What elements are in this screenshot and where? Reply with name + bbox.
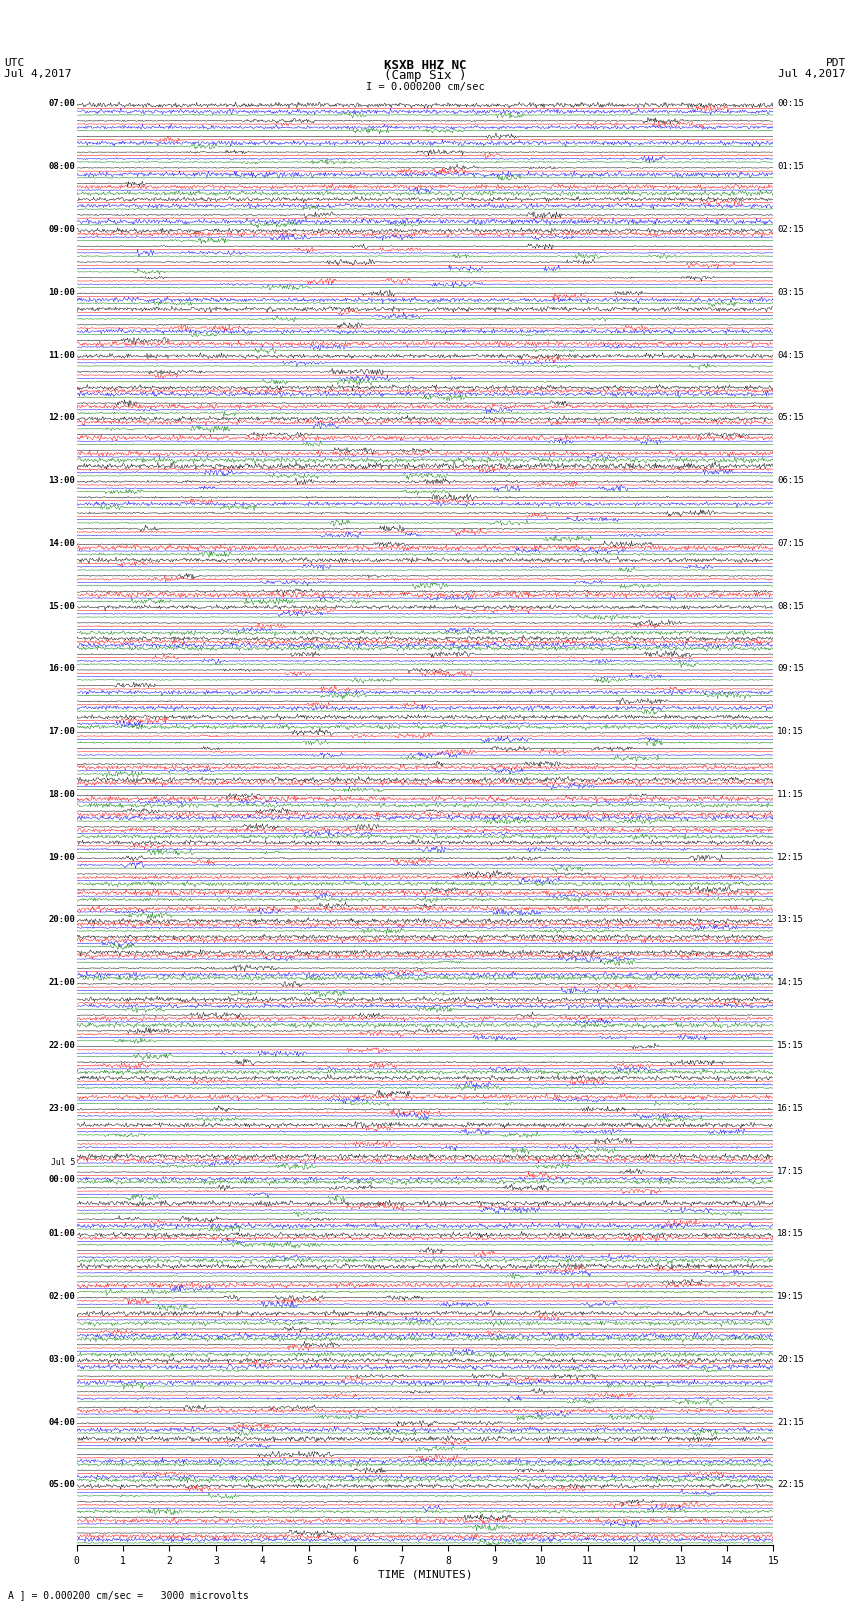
Text: Jul 4,2017: Jul 4,2017 xyxy=(4,69,71,79)
Text: 04:00: 04:00 xyxy=(48,1418,75,1426)
Text: 21:00: 21:00 xyxy=(48,977,75,987)
Text: 18:00: 18:00 xyxy=(48,790,75,798)
Text: 16:15: 16:15 xyxy=(777,1103,804,1113)
Text: PDT: PDT xyxy=(825,58,846,68)
Text: 05:00: 05:00 xyxy=(48,1481,75,1489)
Text: 19:15: 19:15 xyxy=(777,1292,804,1302)
Text: 11:15: 11:15 xyxy=(777,790,804,798)
Text: 17:15: 17:15 xyxy=(777,1166,804,1176)
Text: KSXB HHZ NC: KSXB HHZ NC xyxy=(383,58,467,71)
Text: UTC: UTC xyxy=(4,58,25,68)
Text: Jul 4,2017: Jul 4,2017 xyxy=(779,69,846,79)
Text: 08:00: 08:00 xyxy=(48,163,75,171)
Text: I = 0.000200 cm/sec: I = 0.000200 cm/sec xyxy=(366,82,484,92)
Text: 14:00: 14:00 xyxy=(48,539,75,548)
Text: 00:00: 00:00 xyxy=(48,1176,75,1184)
Text: 08:15: 08:15 xyxy=(777,602,804,611)
Text: 23:00: 23:00 xyxy=(48,1103,75,1113)
Text: 20:00: 20:00 xyxy=(48,916,75,924)
Text: 21:15: 21:15 xyxy=(777,1418,804,1426)
Text: 20:15: 20:15 xyxy=(777,1355,804,1365)
Text: 15:15: 15:15 xyxy=(777,1040,804,1050)
Text: 09:00: 09:00 xyxy=(48,224,75,234)
Text: 19:00: 19:00 xyxy=(48,853,75,861)
Text: 10:00: 10:00 xyxy=(48,287,75,297)
Text: 07:15: 07:15 xyxy=(777,539,804,548)
Text: 03:00: 03:00 xyxy=(48,1355,75,1365)
Text: 18:15: 18:15 xyxy=(777,1229,804,1239)
Text: 17:00: 17:00 xyxy=(48,727,75,736)
Text: (Camp Six ): (Camp Six ) xyxy=(383,69,467,82)
Text: 14:15: 14:15 xyxy=(777,977,804,987)
Text: 09:15: 09:15 xyxy=(777,665,804,673)
Text: 22:15: 22:15 xyxy=(777,1481,804,1489)
Text: 03:15: 03:15 xyxy=(777,287,804,297)
Text: 01:15: 01:15 xyxy=(777,163,804,171)
Text: 11:00: 11:00 xyxy=(48,350,75,360)
Text: 05:15: 05:15 xyxy=(777,413,804,423)
Text: 02:15: 02:15 xyxy=(777,224,804,234)
Text: 10:15: 10:15 xyxy=(777,727,804,736)
Text: 15:00: 15:00 xyxy=(48,602,75,611)
Text: 12:15: 12:15 xyxy=(777,853,804,861)
Text: Jul 5: Jul 5 xyxy=(51,1158,75,1166)
Text: 01:00: 01:00 xyxy=(48,1229,75,1239)
Text: 06:15: 06:15 xyxy=(777,476,804,486)
Text: 02:00: 02:00 xyxy=(48,1292,75,1302)
Text: 07:00: 07:00 xyxy=(48,100,75,108)
Text: 04:15: 04:15 xyxy=(777,350,804,360)
Text: 12:00: 12:00 xyxy=(48,413,75,423)
Text: 16:00: 16:00 xyxy=(48,665,75,673)
Text: 22:00: 22:00 xyxy=(48,1040,75,1050)
Text: A ] = 0.000200 cm/sec =   3000 microvolts: A ] = 0.000200 cm/sec = 3000 microvolts xyxy=(8,1590,249,1600)
Text: 13:00: 13:00 xyxy=(48,476,75,486)
Text: 00:15: 00:15 xyxy=(777,100,804,108)
X-axis label: TIME (MINUTES): TIME (MINUTES) xyxy=(377,1569,473,1579)
Text: 13:15: 13:15 xyxy=(777,916,804,924)
